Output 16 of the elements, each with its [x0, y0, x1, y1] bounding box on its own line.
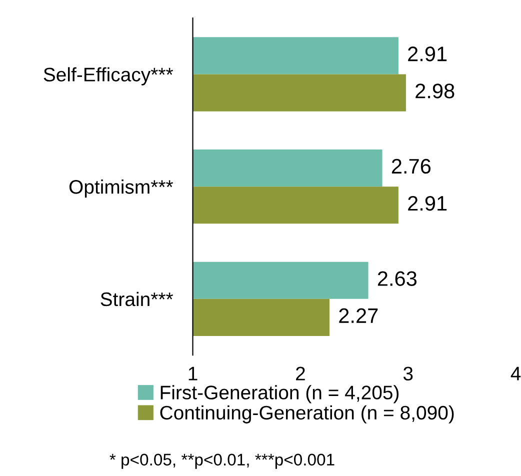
x-tick-label: 1 [188, 366, 198, 380]
y-tick-label: Strain*** [100, 292, 174, 306]
data-label: 2.76 [392, 158, 431, 174]
data-label: 2.91 [408, 46, 447, 62]
data-label: 2.63 [378, 271, 417, 286]
text: * p<0.05, **p<0.01, ***p<0.001 [110, 454, 334, 469]
data-label: 2.98 [416, 84, 454, 98]
legend-label: Continuing-Generation (n = 8,090) [160, 405, 454, 424]
legend-label: First-Generation (n = 4,205) [160, 385, 399, 404]
y-tick-label: Self-Efficacy*** [44, 67, 174, 86]
x-tick-label: 4 [510, 366, 521, 380]
x-tick-label: 3 [403, 366, 413, 380]
x-tick-label: 2 [296, 366, 305, 380]
data-label: 2.91 [408, 196, 447, 211]
y-tick-label: Optimism*** [69, 180, 174, 198]
data-label: 2.27 [339, 308, 378, 323]
